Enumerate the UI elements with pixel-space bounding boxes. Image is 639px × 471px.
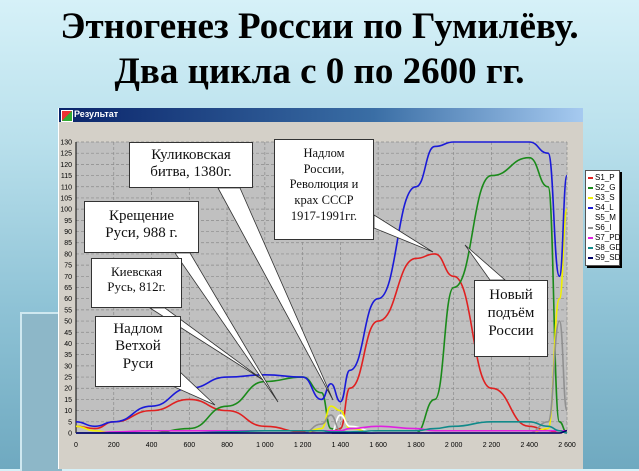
y-tick-label: 60 — [64, 296, 72, 303]
legend-swatch — [588, 246, 593, 249]
y-tick-label: 5 — [68, 419, 72, 426]
legend-item: S2_G — [586, 183, 619, 193]
y-tick-label: 25 — [64, 375, 72, 382]
legend-item: S7_PD — [586, 233, 621, 243]
y-tick-label: 70 — [64, 274, 72, 281]
y-tick-label: 35 — [64, 352, 72, 359]
y-tick-label: 105 — [60, 195, 72, 202]
y-tick-label: 115 — [61, 173, 72, 180]
y-tick-label: 100 — [60, 207, 72, 214]
decorative-panel — [20, 312, 62, 471]
callout-breakdown-old: Надлом Ветхой Руси — [95, 316, 181, 387]
x-tick-label: 1 000 — [256, 442, 274, 449]
y-tick-label: 15 — [64, 397, 72, 404]
y-tick-label: 0 — [68, 431, 72, 438]
y-tick-label: 55 — [64, 307, 72, 314]
y-tick-label: 80 — [64, 251, 72, 258]
legend-label: S6_I — [595, 223, 612, 232]
callout-new-rise: Новый подъём России — [474, 280, 548, 357]
legend-label: S5_M — [595, 213, 616, 222]
series-s7-pd — [75, 425, 567, 434]
chart-legend: S1_P S2_G S3_S S4_L S5_M S6_I S7_PD S8_GD S9_SD — [585, 170, 622, 266]
legend-swatch — [588, 216, 593, 219]
legend-swatch — [588, 226, 593, 229]
callout-kievan: Киевская Русь, 812г. — [91, 258, 182, 308]
legend-item: S6_I — [586, 223, 619, 233]
legend-swatch — [588, 186, 593, 189]
legend-swatch — [588, 236, 593, 239]
y-tick-label: 65 — [64, 285, 72, 292]
x-tick-label: 1 400 — [332, 442, 350, 449]
series-s9-sd — [75, 429, 568, 434]
legend-label: S7_PD — [595, 233, 621, 242]
legend-item: S9_SD — [586, 253, 621, 263]
legend-item: S5_M — [586, 213, 619, 223]
x-tick-label: 400 — [146, 442, 158, 449]
legend-swatch — [588, 256, 593, 259]
y-tick-label: 75 — [64, 263, 72, 270]
y-tick-label: 30 — [64, 363, 72, 370]
slide-title-line2: Два цикла с 0 по 2600 гг. — [114, 51, 525, 92]
x-tick-label: 200 — [108, 442, 120, 449]
legend-label: S9_SD — [595, 253, 621, 262]
x-tick-label: 2 600 — [558, 442, 576, 449]
legend-swatch — [588, 196, 593, 199]
series-s1-p — [75, 253, 567, 434]
legend-item: S8_GD — [586, 243, 622, 253]
app-chart-icon — [61, 110, 73, 122]
y-tick-label: 50 — [64, 319, 72, 326]
x-tick-label: 600 — [183, 442, 195, 449]
y-tick-label: 120 — [60, 162, 72, 169]
y-tick-label: 45 — [64, 330, 72, 337]
legend-label: S1_P — [595, 173, 615, 182]
legend-label: S3_S — [595, 193, 615, 202]
x-tick-label: 2 200 — [483, 442, 501, 449]
x-tick-label: 1 800 — [407, 442, 425, 449]
callout-pointer — [373, 214, 434, 253]
x-tick-label: 1 200 — [294, 442, 312, 449]
x-tick-label: 2 000 — [445, 442, 463, 449]
legend-swatch — [588, 206, 593, 209]
y-tick-label: 90 — [64, 229, 72, 236]
legend-item: S4_L — [586, 203, 619, 213]
legend-label: S8_GD — [595, 243, 622, 252]
y-tick-label: 40 — [64, 341, 72, 348]
window-title: Результат — [74, 109, 119, 119]
x-tick-label: 1 600 — [369, 442, 387, 449]
legend-label: S2_G — [595, 183, 616, 192]
slide-title-line1: Этногенез России по Гумилёву. — [60, 6, 579, 47]
callout-breakdown-russia: Надлом России, Революция и крах СССР 191… — [274, 139, 374, 240]
x-tick-label: 800 — [221, 442, 233, 449]
legend-swatch — [588, 176, 593, 179]
y-tick-label: 95 — [64, 218, 72, 225]
legend-item: S1_P — [586, 173, 619, 183]
y-tick-label: 20 — [64, 386, 72, 393]
y-tick-label: 125 — [60, 151, 72, 158]
y-tick-label: 85 — [64, 240, 72, 247]
callout-kulikovo: Куликовская битва, 1380г. — [129, 142, 253, 188]
callout-pointer — [174, 252, 279, 403]
series-s4-l — [75, 141, 568, 428]
callout-pointer — [217, 187, 334, 401]
y-tick-label: 10 — [64, 408, 72, 415]
legend-item: S3_S — [586, 193, 619, 203]
x-tick-label: 0 — [74, 442, 78, 449]
slide-title: Этногенез России по Гумилёву. Два цикла … — [0, 4, 639, 94]
window-titlebar[interactable]: Результат — [59, 108, 583, 122]
x-tick-label: 2 400 — [520, 442, 538, 449]
y-tick-label: 110 — [61, 184, 72, 191]
y-tick-label: 130 — [60, 140, 72, 147]
callout-baptism: Крещение Руси, 988 г. — [84, 201, 199, 253]
legend-label: S4_L — [595, 203, 614, 212]
